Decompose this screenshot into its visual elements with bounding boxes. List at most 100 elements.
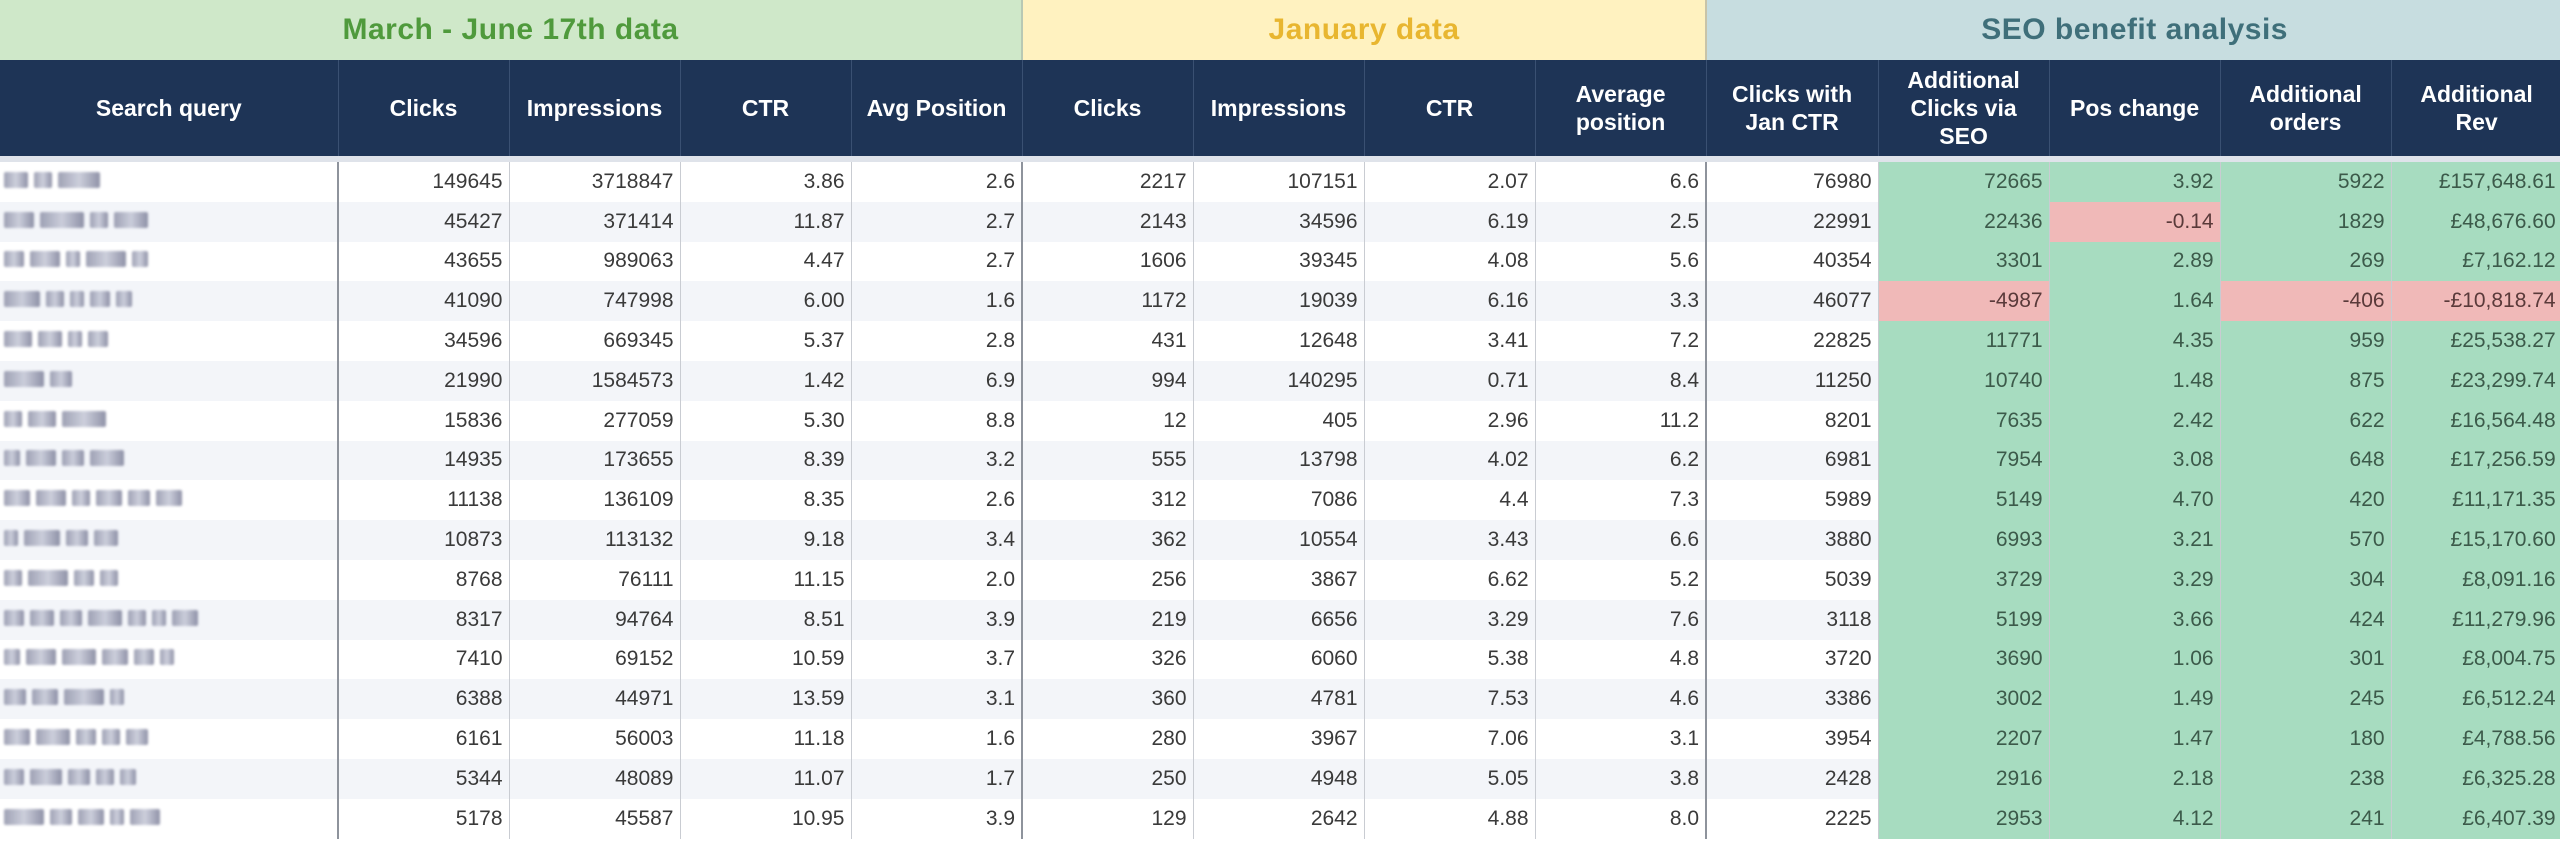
cell-jan-ctr[interactable]: 0.71 (1364, 360, 1536, 401)
cell-jan-impressions[interactable]: 6656 (1193, 599, 1365, 640)
cell-march-clicks[interactable]: 6161 (338, 719, 510, 759)
cell-march-impressions[interactable]: 277059 (509, 400, 681, 441)
cell-pos-change[interactable]: -0.14 (2049, 201, 2221, 242)
cell-march-avg-position[interactable]: 2.6 (851, 162, 1024, 202)
cell-march-clicks[interactable]: 149645 (338, 162, 510, 202)
cell-jan-impressions[interactable]: 6060 (1193, 639, 1365, 680)
cell-additional-orders[interactable]: 1829 (2220, 201, 2392, 242)
cell-search-query-redacted[interactable] (0, 400, 339, 441)
cell-additional-clicks[interactable]: 7954 (1878, 440, 2050, 481)
cell-march-ctr[interactable]: 11.15 (680, 559, 852, 600)
cell-jan-ctr[interactable]: 4.88 (1364, 798, 1536, 839)
cell-jan-ctr[interactable]: 3.43 (1364, 520, 1536, 560)
cell-march-ctr[interactable]: 13.59 (680, 679, 852, 720)
header-clicks[interactable]: Clicks (338, 60, 510, 156)
cell-pos-change[interactable]: 2.42 (2049, 400, 2221, 441)
header-jan-average-position[interactable]: Average position (1535, 60, 1707, 156)
cell-additional-rev[interactable]: £7,162.12 (2391, 241, 2560, 282)
cell-additional-rev[interactable]: £6,325.28 (2391, 758, 2560, 799)
table-row[interactable]: 8317 94764 8.51 3.9 219 6656 3.29 7.6 3118 5199 3.… (0, 599, 2560, 640)
cell-clicks-with-jan-ctr[interactable]: 22991 (1706, 201, 1879, 242)
cell-jan-clicks[interactable]: 2143 (1022, 201, 1194, 242)
section-seo-benefit[interactable]: SEO benefit analysis (1706, 0, 2560, 60)
cell-search-query-redacted[interactable] (0, 599, 339, 640)
cell-march-avg-position[interactable]: 2.7 (851, 201, 1024, 242)
cell-march-clicks[interactable]: 7410 (338, 639, 510, 680)
cell-march-ctr[interactable]: 1.42 (680, 360, 852, 401)
cell-additional-orders[interactable]: 875 (2220, 360, 2392, 401)
cell-march-clicks[interactable]: 43655 (338, 241, 510, 282)
cell-march-impressions[interactable]: 44971 (509, 679, 681, 720)
cell-clicks-with-jan-ctr[interactable]: 2428 (1706, 758, 1879, 799)
cell-search-query-redacted[interactable] (0, 480, 339, 521)
cell-march-clicks[interactable]: 14935 (338, 440, 510, 481)
cell-march-clicks[interactable]: 34596 (338, 321, 510, 361)
cell-march-ctr[interactable]: 10.59 (680, 639, 852, 680)
cell-march-impressions[interactable]: 136109 (509, 480, 681, 521)
header-avg-position[interactable]: Avg Position (851, 60, 1023, 156)
cell-march-clicks[interactable]: 10873 (338, 520, 510, 560)
cell-search-query-redacted[interactable] (0, 559, 339, 600)
cell-clicks-with-jan-ctr[interactable]: 40354 (1706, 241, 1879, 282)
table-row[interactable]: 7410 69152 10.59 3.7 326 6060 5.38 4.8 3720 3690 1… (0, 639, 2560, 680)
cell-additional-rev[interactable]: £23,299.74 (2391, 360, 2560, 401)
cell-jan-impressions[interactable]: 4781 (1193, 679, 1365, 720)
cell-jan-impressions[interactable]: 10554 (1193, 520, 1365, 560)
cell-march-avg-position[interactable]: 3.9 (851, 798, 1024, 839)
cell-march-avg-position[interactable]: 3.9 (851, 599, 1024, 640)
cell-march-impressions[interactable]: 371414 (509, 201, 681, 242)
cell-jan-clicks[interactable]: 256 (1022, 559, 1194, 600)
table-row[interactable]: 149645 3718847 3.86 2.6 2217 107151 2.07 6.6 769… (0, 162, 2560, 202)
cell-jan-average-position[interactable]: 3.8 (1535, 758, 1708, 799)
table-row[interactable]: 15836 277059 5.30 8.8 12 405 2.96 11.2 8201 7635 2… (0, 400, 2560, 441)
cell-jan-average-position[interactable]: 6.6 (1535, 520, 1708, 560)
cell-jan-average-position[interactable]: 7.2 (1535, 321, 1708, 361)
cell-additional-clicks[interactable]: 3729 (1878, 559, 2050, 600)
cell-additional-orders[interactable]: 648 (2220, 440, 2392, 481)
cell-clicks-with-jan-ctr[interactable]: 2225 (1706, 798, 1879, 839)
header-jan-impressions[interactable]: Impressions (1193, 60, 1365, 156)
cell-pos-change[interactable]: 2.18 (2049, 758, 2221, 799)
cell-search-query-redacted[interactable] (0, 758, 339, 799)
cell-search-query-redacted[interactable] (0, 360, 339, 401)
cell-march-avg-position[interactable]: 1.7 (851, 758, 1024, 799)
cell-jan-clicks[interactable]: 555 (1022, 440, 1194, 481)
cell-search-query-redacted[interactable] (0, 201, 339, 242)
cell-jan-ctr[interactable]: 3.41 (1364, 321, 1536, 361)
cell-march-impressions[interactable]: 113132 (509, 520, 681, 560)
table-row[interactable]: 34596 669345 5.37 2.8 431 12648 3.41 7.2 22825 11… (0, 321, 2560, 361)
cell-march-clicks[interactable]: 15836 (338, 400, 510, 441)
header-ctr[interactable]: CTR (680, 60, 852, 156)
cell-search-query-redacted[interactable] (0, 798, 339, 839)
cell-march-clicks[interactable]: 8317 (338, 599, 510, 640)
cell-additional-clicks[interactable]: 22436 (1878, 201, 2050, 242)
cell-additional-rev[interactable]: £4,788.56 (2391, 719, 2560, 759)
cell-additional-orders[interactable]: 304 (2220, 559, 2392, 600)
cell-additional-clicks[interactable]: 3301 (1878, 241, 2050, 282)
cell-march-avg-position[interactable]: 2.8 (851, 321, 1024, 361)
cell-clicks-with-jan-ctr[interactable]: 76980 (1706, 162, 1879, 202)
cell-pos-change[interactable]: 3.21 (2049, 520, 2221, 560)
cell-additional-orders[interactable]: 269 (2220, 241, 2392, 282)
cell-jan-clicks[interactable]: 250 (1022, 758, 1194, 799)
section-march-june[interactable]: March - June 17th data (0, 0, 1024, 60)
table-row[interactable]: 5178 45587 10.95 3.9 129 2642 4.88 8.0 2225 2953 4… (0, 798, 2560, 839)
cell-march-clicks[interactable]: 8768 (338, 559, 510, 600)
cell-pos-change[interactable]: 4.70 (2049, 480, 2221, 521)
table-row[interactable]: 41090 747998 6.00 1.6 1172 19039 6.16 3.3 46077-… (0, 281, 2560, 322)
cell-jan-impressions[interactable]: 3967 (1193, 719, 1365, 759)
cell-jan-impressions[interactable]: 19039 (1193, 281, 1365, 322)
cell-search-query-redacted[interactable] (0, 162, 339, 202)
cell-additional-clicks[interactable]: 5199 (1878, 599, 2050, 640)
cell-pos-change[interactable]: 1.06 (2049, 639, 2221, 680)
cell-additional-rev[interactable]: £16,564.48 (2391, 400, 2560, 441)
table-row[interactable]: 6388 44971 13.59 3.1 360 4781 7.53 4.6 3386 3002 1… (0, 679, 2560, 720)
cell-clicks-with-jan-ctr[interactable]: 8201 (1706, 400, 1879, 441)
header-impressions[interactable]: Impressions (509, 60, 681, 156)
cell-jan-average-position[interactable]: 6.2 (1535, 440, 1708, 481)
cell-march-avg-position[interactable]: 8.8 (851, 400, 1024, 441)
cell-march-clicks[interactable]: 6388 (338, 679, 510, 720)
cell-additional-orders[interactable]: 424 (2220, 599, 2392, 640)
cell-search-query-redacted[interactable] (0, 241, 339, 282)
cell-search-query-redacted[interactable] (0, 440, 339, 481)
